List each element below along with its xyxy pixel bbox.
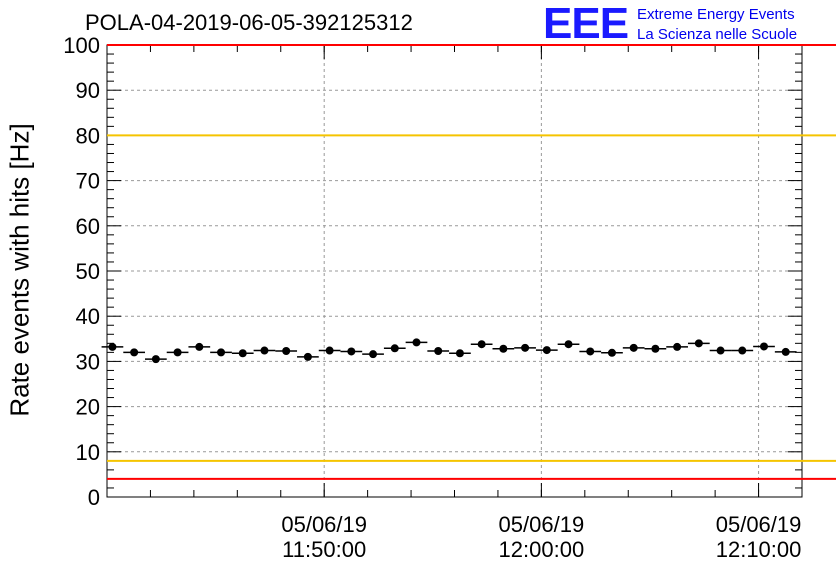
data-point: [434, 347, 443, 356]
logo-line-1: Extreme Energy Events: [637, 6, 795, 23]
x-tick-label-date: 05/06/19: [499, 512, 585, 537]
y-tick-label: 30: [76, 349, 100, 374]
data-point: [738, 346, 747, 355]
data-point: [260, 346, 269, 355]
data-point: [217, 348, 226, 357]
data-point: [108, 342, 117, 351]
data-point: [499, 344, 508, 353]
data-point: [173, 348, 182, 357]
y-tick-label: 100: [63, 33, 100, 58]
data-point: [781, 347, 790, 356]
data-point: [607, 348, 616, 357]
data-point: [303, 352, 312, 361]
data-point: [151, 355, 160, 364]
y-tick-label: 50: [76, 259, 100, 284]
data-point: [586, 347, 595, 356]
x-tick-label-time: 12:10:00: [716, 537, 802, 562]
y-tick-label: 90: [76, 78, 100, 103]
data-point: [390, 344, 399, 353]
chart-title: POLA-04-2019-06-05-392125312: [85, 10, 413, 35]
data-point: [759, 342, 768, 351]
y-tick-label: 0: [88, 485, 100, 510]
data-point: [564, 340, 573, 349]
y-tick-label: 20: [76, 395, 100, 420]
data-point: [325, 346, 334, 355]
data-point: [542, 346, 551, 355]
data-point: [238, 349, 247, 358]
data-point: [651, 344, 660, 353]
data-point: [347, 347, 356, 356]
data-point: [694, 339, 703, 348]
data-point: [455, 349, 464, 358]
y-tick-label: 40: [76, 304, 100, 329]
x-tick-label-date: 05/06/19: [281, 512, 367, 537]
data-point: [477, 340, 486, 349]
data-point: [412, 338, 421, 347]
data-point: [282, 347, 291, 356]
y-tick-label: 80: [76, 123, 100, 148]
y-tick-label: 10: [76, 440, 100, 465]
data-point: [521, 343, 530, 352]
y-tick-label: 70: [76, 169, 100, 194]
data-point: [130, 348, 139, 357]
x-tick-label-date: 05/06/19: [716, 512, 802, 537]
y-tick-label: 60: [76, 214, 100, 239]
data-point: [629, 343, 638, 352]
data-point: [716, 346, 725, 355]
logo-line-2: La Scienza nelle Scuole: [637, 26, 798, 43]
eee-logo: EEE: [543, 0, 629, 48]
data-point: [195, 342, 204, 351]
data-point: [369, 350, 378, 359]
x-tick-label-time: 11:50:00: [282, 537, 366, 562]
data-point: [673, 342, 682, 351]
x-tick-label-time: 12:00:00: [499, 537, 585, 562]
